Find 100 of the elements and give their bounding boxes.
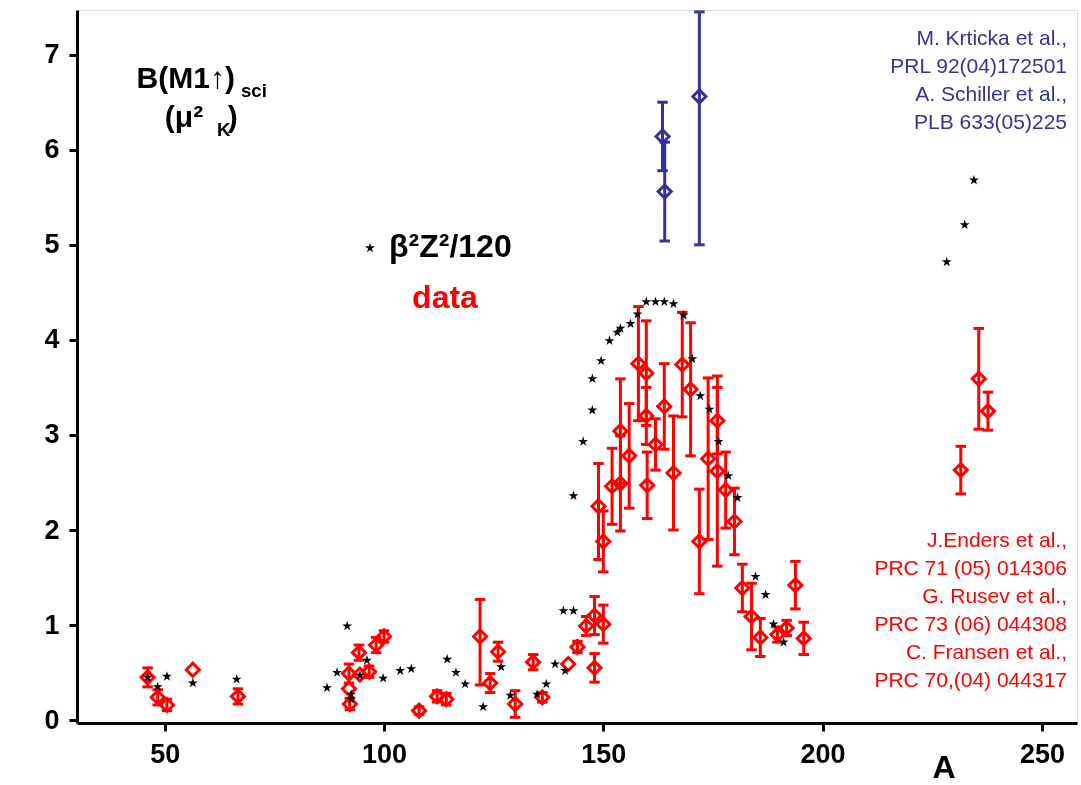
point [795,630,812,647]
point [478,701,489,712]
point [695,390,706,401]
point [507,695,524,713]
y-tick-label: 5 [44,229,60,260]
point [406,663,417,674]
point [656,398,673,415]
point [752,629,769,646]
point [732,492,743,502]
point [460,678,471,689]
point [351,666,368,683]
point [778,636,789,647]
point [787,577,804,594]
point [595,616,612,633]
point [450,667,461,677]
point [560,665,571,675]
point [568,605,579,616]
point [615,323,626,333]
point [723,470,734,481]
point [560,656,577,673]
point [678,309,689,320]
x-tick-label: 150 [581,738,627,769]
y-tick-label: 2 [44,514,60,545]
point [682,381,699,398]
annotation: J.Enders et al., PRC 71 (05) 014306 G. Rusev et al., PRC 73 (06) 044308 C. Fransen et al., PRC 70,(04) 044317 [874,528,1067,691]
x-axis-title: A [932,748,956,785]
point [704,404,715,414]
point [161,671,172,681]
point [760,589,771,599]
point [717,482,734,499]
text: data [412,279,479,315]
point [734,579,751,597]
point [558,605,569,616]
y-tick-label: 1 [44,609,60,640]
y-tick-label: 3 [44,419,60,450]
point [578,436,589,446]
point [568,490,579,501]
y-tick-label: 0 [44,704,60,735]
point [184,661,201,678]
y-tick-label: 4 [44,324,60,355]
point [342,620,353,631]
point [709,412,726,429]
point [361,655,372,665]
point [641,296,652,307]
point [941,256,952,267]
point [638,407,655,424]
point [505,690,516,700]
point [586,607,603,624]
point [768,618,779,629]
point [959,219,970,230]
point [378,673,389,683]
point [687,353,698,364]
point [632,308,643,319]
point [596,355,607,366]
point [604,335,615,346]
point [625,318,636,328]
point [654,128,671,145]
x-tick-label: 250 [1019,738,1065,769]
point [647,436,664,453]
point [674,356,691,373]
point [590,498,607,515]
point [650,296,661,307]
point [541,678,552,689]
x-tick-label: 200 [800,738,846,769]
point [743,608,760,625]
point [604,478,621,495]
point [659,296,670,307]
point [656,183,673,200]
annotation: M. Krticka et al., PRL 92(04)172501 A. Schiller et al., PLB 633(05)225 [890,26,1067,133]
point [638,365,655,382]
point [187,677,198,688]
y-tick-label: 7 [44,39,60,70]
x-tick-label: 100 [361,738,408,769]
point [709,463,726,480]
point [340,680,357,697]
point [691,88,708,105]
point [587,373,598,384]
x-tick-label: 50 [150,738,181,769]
point [750,571,761,581]
point [970,370,987,387]
point [726,513,743,530]
point [668,298,679,308]
point [612,475,629,492]
point [586,659,603,676]
point [713,436,724,446]
point [395,665,406,675]
point [691,533,708,550]
point [665,464,682,481]
point [442,654,453,664]
point [639,477,656,494]
point [496,661,507,672]
point [322,682,332,693]
point [979,403,996,420]
legend-label: β²Z²/120 [389,228,512,264]
point [595,533,612,550]
point [332,667,343,677]
point [550,658,561,669]
point [621,447,638,464]
point [952,462,969,479]
point [630,355,647,372]
